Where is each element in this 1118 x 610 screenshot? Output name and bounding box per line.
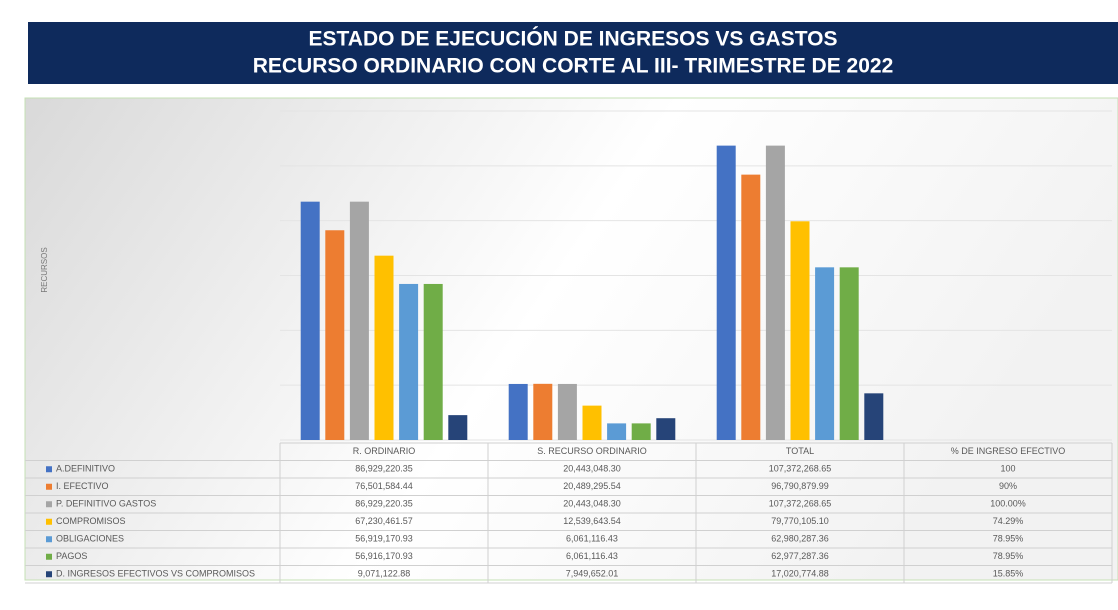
legend-label: A.DEFINITIVO: [56, 464, 115, 474]
data-label: 107,372,268.65: [769, 464, 832, 474]
data-label: 79,770,105.10: [771, 516, 829, 526]
x-tick-label: R. ORDINARIO: [353, 446, 416, 456]
data-label: 7,949,652.01: [566, 569, 619, 579]
legend-swatch: [46, 571, 52, 577]
data-label: 20,443,048.30: [563, 499, 621, 509]
data-label: 62,980,287.36: [771, 534, 829, 544]
bar: [448, 415, 467, 440]
data-label: 96,790,879.99: [771, 481, 829, 491]
data-label: 20,443,048.30: [563, 464, 621, 474]
bar: [583, 406, 602, 440]
data-label: 6,061,116.43: [566, 551, 618, 561]
bar: [791, 221, 810, 440]
legend-swatch: [46, 519, 52, 525]
bar: [424, 284, 443, 440]
data-label: 78.95%: [993, 551, 1024, 561]
legend-swatch: [46, 501, 52, 507]
data-label: 9,071,122.88: [358, 569, 411, 579]
legend-label: PAGOS: [56, 551, 87, 561]
data-label: 15.85%: [993, 569, 1024, 579]
bar: [656, 418, 675, 440]
bar: [558, 384, 577, 440]
data-label: 78.95%: [993, 534, 1024, 544]
data-label: 86,929,220.35: [355, 464, 413, 474]
data-label: 17,020,774.88: [771, 569, 829, 579]
data-label: 86,929,220.35: [355, 499, 413, 509]
data-label: 6,061,116.43: [566, 534, 618, 544]
data-label: 20,489,295.54: [563, 481, 621, 491]
legend-label: I. EFECTIVO: [56, 481, 109, 491]
data-label: 56,916,170.93: [355, 551, 413, 561]
legend-swatch: [46, 536, 52, 542]
bar: [509, 384, 528, 440]
legend-label: OBLIGACIONES: [56, 534, 124, 544]
data-label: 56,919,170.93: [355, 534, 413, 544]
data-label: 12,539,643.54: [563, 516, 621, 526]
legend-swatch: [46, 484, 52, 490]
data-label: 67,230,461.57: [355, 516, 413, 526]
bar: [533, 384, 552, 440]
bar: [350, 202, 369, 440]
bar: [717, 146, 736, 440]
bar: [632, 423, 651, 440]
data-label: 62,977,287.36: [771, 551, 829, 561]
x-tick-label: TOTAL: [786, 446, 814, 456]
bar: [375, 256, 394, 440]
x-tick-label: S. RECURSO ORDINARIO: [537, 446, 647, 456]
chart-title: ESTADO DE EJECUCIÓN DE INGRESOS VS GASTO…: [309, 27, 838, 51]
legend-label: D. INGRESOS EFECTIVOS VS COMPROMISOS: [56, 569, 255, 579]
bar: [766, 146, 785, 440]
legend-swatch: [46, 554, 52, 560]
bar: [815, 267, 834, 440]
data-label: 76,501,584.44: [355, 481, 413, 491]
legend-label: COMPROMISOS: [56, 516, 126, 526]
bar: [741, 175, 760, 440]
data-label: 100.00%: [990, 499, 1026, 509]
legend-swatch: [46, 466, 52, 472]
chart-subtitle: RECURSO ORDINARIO CON CORTE AL III- TRIM…: [253, 55, 894, 78]
bar: [840, 267, 859, 440]
bar: [399, 284, 418, 440]
legend-label: P. DEFINITIVO GASTOS: [56, 499, 156, 509]
data-label: 100: [1000, 464, 1015, 474]
bar: [301, 202, 320, 440]
bar: [325, 230, 344, 440]
bar: [864, 393, 883, 440]
x-tick-label: % DE INGRESO EFECTIVO: [951, 446, 1066, 456]
data-label: 107,372,268.65: [769, 499, 832, 509]
bar: [607, 423, 626, 440]
y-axis-label: RECURSOS: [40, 247, 49, 292]
data-label: 90%: [999, 481, 1017, 491]
data-label: 74.29%: [993, 516, 1024, 526]
